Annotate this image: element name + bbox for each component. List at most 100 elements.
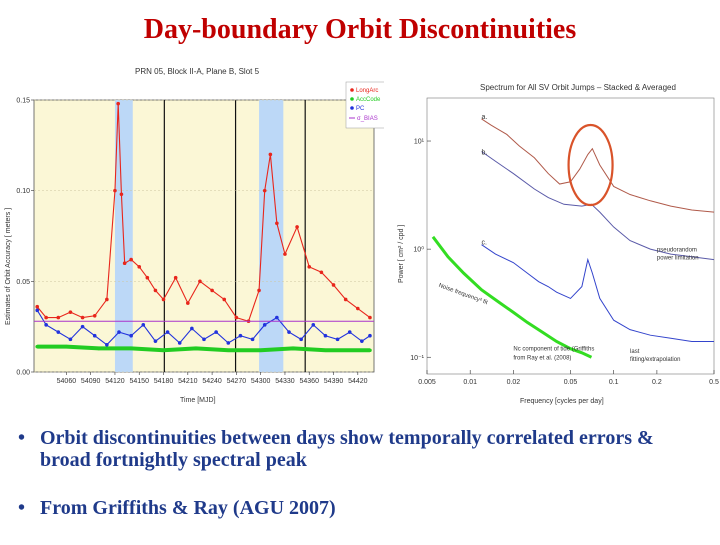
data-point-longarc <box>234 315 239 320</box>
data-point-longarc <box>122 261 127 265</box>
annotation: b. <box>482 150 488 157</box>
data-point-pc <box>335 337 340 342</box>
data-point-pc <box>35 308 40 313</box>
data-point-longarc <box>343 297 348 302</box>
y-tick-label: 0.10 <box>16 188 30 195</box>
data-point-pc <box>226 341 231 345</box>
data-point-longarc <box>105 297 109 302</box>
legend-marker-acccode <box>350 97 354 101</box>
data-point-pc <box>44 323 48 327</box>
data-point-pc <box>129 333 133 338</box>
data-point-longarc <box>295 225 299 229</box>
data-point-pc <box>214 330 218 334</box>
annotation: from Ray et al. (2008) <box>513 356 571 362</box>
annotation: last <box>630 349 640 355</box>
legend-sigma: σ_BIAS <box>357 116 378 122</box>
annotation: pseudorandom <box>657 248 697 254</box>
data-point-pc <box>368 333 372 338</box>
spectrum-line-a <box>481 118 715 213</box>
x-tick-label: 54270 <box>227 378 247 385</box>
bullet-mark: • <box>18 427 26 449</box>
left-plot-background <box>33 99 375 373</box>
data-point-pc <box>80 324 85 329</box>
y-tick-label: 10⁻¹ <box>410 355 424 362</box>
data-point-longarc <box>262 188 267 193</box>
legend-pc: PC <box>356 106 365 112</box>
data-point-pc <box>202 337 206 342</box>
x-tick-label: 0.02 <box>507 379 521 386</box>
data-point-longarc <box>356 306 360 311</box>
left-chart-title: PRN 05, Block II-A, Plane B, Slot 5 <box>135 67 260 76</box>
data-point-acccode <box>323 348 328 353</box>
right-chart-xlabel: Frequency [cycles per day] <box>520 398 604 405</box>
left-chart-legend: LongArc AccCode PC σ_BIAS <box>345 81 384 129</box>
x-tick-label: 0.05 <box>564 379 578 386</box>
data-point-longarc <box>368 315 372 320</box>
x-tick-label: 54360 <box>300 378 320 385</box>
x-tick-label: 54060 <box>57 378 77 385</box>
data-point-longarc <box>331 283 336 287</box>
data-point-pc <box>250 337 255 342</box>
bullet-item: • From Griffiths & Ray (AGU 2007) <box>18 497 708 519</box>
data-point-pc <box>238 333 243 338</box>
bullet-text: From Griffiths & Ray (AGU 2007) <box>40 497 336 519</box>
data-point-longarc <box>56 315 61 320</box>
data-point-longarc <box>257 288 261 293</box>
x-tick-label: 54120 <box>105 378 125 385</box>
y-tick-label: 0.05 <box>16 279 30 286</box>
data-point-longarc <box>173 275 178 280</box>
spectrum-chart: Spectrum for All SV Orbit Jumps – Stacke… <box>398 83 719 405</box>
x-tick-label: 54420 <box>348 378 368 385</box>
data-point-pc <box>105 343 109 347</box>
y-tick-label: 10⁰ <box>413 246 424 254</box>
annotation: Nc component of tide (Griffiths <box>513 347 594 353</box>
x-tick-label: 54210 <box>178 378 198 385</box>
data-point-longarc <box>275 221 279 226</box>
slide-title: Day-boundary Orbit Discontinuities <box>143 14 577 45</box>
x-tick-label: 54090 <box>81 378 101 385</box>
x-tick-label: 54150 <box>130 378 150 385</box>
spectrum-line-c <box>481 244 714 342</box>
data-point-acccode <box>226 348 231 353</box>
data-point-longarc <box>113 188 117 193</box>
data-point-pc <box>360 339 364 343</box>
legend-marker-pc <box>350 106 354 110</box>
bullet-item: • Orbit discontinuities between days sho… <box>18 427 708 471</box>
data-point-longarc <box>198 279 202 284</box>
data-point-longarc <box>186 301 190 305</box>
legend-marker-longarc <box>350 88 354 92</box>
bullet-text: Orbit discontinuities between days show … <box>40 427 654 471</box>
annotation: fitting/extrapolation <box>630 357 680 363</box>
data-point-pc <box>275 315 279 320</box>
annotation: power limitation <box>657 256 699 262</box>
data-point-longarc <box>68 310 73 314</box>
data-point-longarc <box>80 315 85 320</box>
data-point-pc <box>347 330 352 334</box>
data-point-pc <box>153 339 158 343</box>
right-chart-title: Spectrum for All SV Orbit Jumps – Stacke… <box>480 83 676 92</box>
x-tick-label: 0.1 <box>609 379 619 386</box>
annotation: a. <box>482 114 488 121</box>
y-tick-label: 0.15 <box>16 98 30 105</box>
data-point-longarc <box>137 265 142 269</box>
data-point-longarc <box>119 192 124 197</box>
left-chart-xlabel: Time [MJD] <box>180 397 216 404</box>
data-point-longarc <box>307 265 312 269</box>
data-point-acccode <box>64 344 69 349</box>
data-point-longarc <box>153 288 158 293</box>
data-point-longarc <box>116 101 120 106</box>
right-chart-ylabel: Power [ cm² / cpd ] <box>398 225 405 283</box>
bullet-mark: • <box>18 497 26 519</box>
left-chart-ylabel: Estimates of Orbit Accuracy [ meters ] <box>5 208 12 325</box>
data-point-pc <box>92 333 97 338</box>
data-point-longarc <box>268 152 273 157</box>
data-point-longarc <box>35 304 40 309</box>
data-point-pc <box>190 326 194 331</box>
data-point-pc <box>299 337 303 342</box>
data-point-acccode <box>194 346 198 351</box>
data-point-pc <box>117 330 121 334</box>
data-point-longarc <box>161 297 166 302</box>
legend-longarc: LongArc <box>356 88 378 94</box>
data-point-pc <box>323 333 328 338</box>
data-point-pc <box>177 341 182 345</box>
